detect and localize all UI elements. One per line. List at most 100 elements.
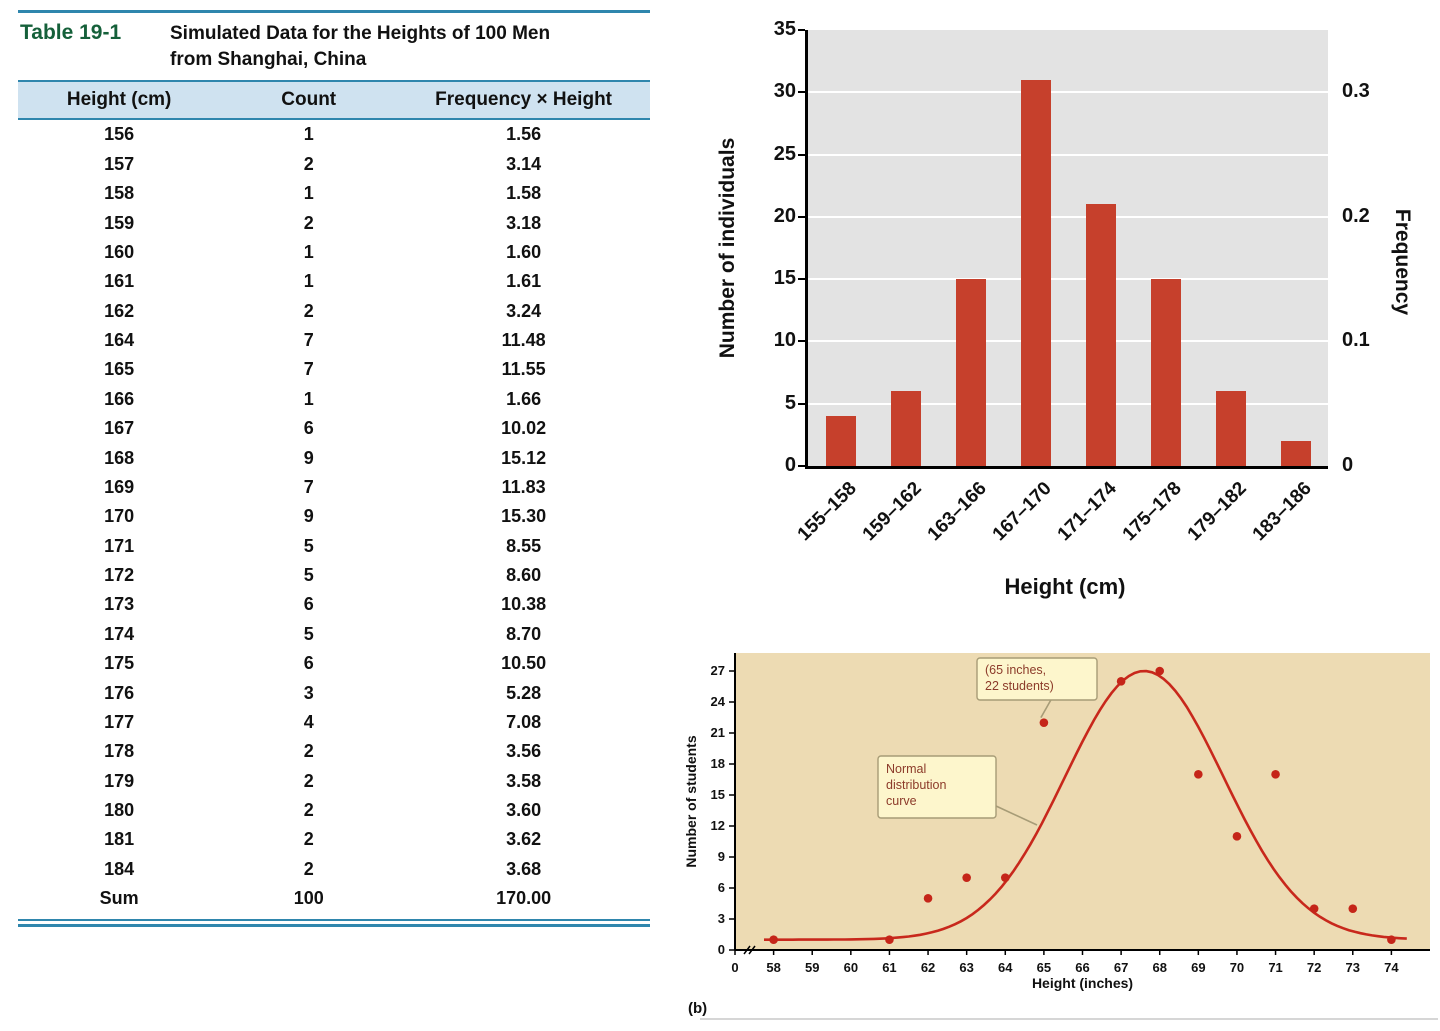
- callout-box-point: [976, 657, 1098, 701]
- y-tick-label: 0: [718, 942, 725, 957]
- y-tick-label: 3: [718, 911, 725, 926]
- scatter-plot-bg: [735, 653, 1430, 950]
- y-tick-right: 0.3: [1342, 80, 1370, 103]
- table-row: 170 9 15.30: [18, 502, 650, 531]
- table-cell: 158: [104, 183, 135, 204]
- height-histogram: Number of individuals Frequency Height (…: [690, 12, 1438, 624]
- x-tick-label: 0: [731, 960, 738, 975]
- callout-text: curve: [886, 794, 917, 808]
- callout-box-curve: [877, 755, 997, 819]
- y-tickmark: [798, 215, 805, 218]
- gridline: [808, 91, 1328, 94]
- table-cell: Sum: [99, 888, 139, 909]
- height-data-table: Table 19-1 Simulated Data for the Height…: [18, 10, 650, 928]
- table-cell: 3.60: [506, 800, 542, 821]
- table-cell: 6: [303, 418, 314, 439]
- table-cell: 160: [104, 241, 135, 262]
- table-row: 168 9 15.12: [18, 443, 650, 472]
- data-point-64-7: [1000, 873, 1010, 882]
- x-tick-label: 179–182: [1183, 478, 1251, 546]
- table-cell: 3.24: [506, 300, 542, 321]
- table-cell: 15.12: [501, 447, 547, 468]
- table-sum-row: Sum 100 170.00: [18, 884, 650, 913]
- data-point-67-26: [1116, 677, 1126, 686]
- table-row: 178 2 3.56: [18, 737, 650, 766]
- table-row: 165 7 11.55: [18, 355, 650, 384]
- table-cell: 171: [104, 535, 135, 556]
- callout-text: 22 students): [985, 679, 1054, 693]
- x-tick-label: 167–170: [988, 478, 1056, 546]
- callout-text: (65 inches,: [985, 663, 1046, 677]
- table-cell: 177: [104, 711, 135, 732]
- x-tick-label: 58: [766, 960, 780, 975]
- table-row: 176 3 5.28: [18, 678, 650, 707]
- table-cell: 2: [303, 300, 314, 321]
- table-cell: 164: [104, 330, 135, 351]
- table-cell: 6: [303, 594, 314, 615]
- table-cell: 3: [303, 682, 314, 703]
- table-cell: 170: [104, 506, 135, 527]
- y-tick-left: 30: [773, 80, 796, 103]
- table-row: 184 2 3.68: [18, 855, 650, 884]
- y-tick-label: 15: [711, 787, 725, 802]
- bar-167–170: [1020, 79, 1051, 466]
- table-row: 173 6 10.38: [18, 590, 650, 619]
- table-row: 161 1 1.61: [18, 267, 650, 296]
- data-point-74-1: [1387, 935, 1396, 944]
- x-tick-label: 66: [1075, 960, 1089, 975]
- x-tick-label: 175–178: [1118, 478, 1186, 546]
- table-cell: 169: [104, 476, 135, 497]
- x-tick-label: 183–186: [1248, 478, 1316, 546]
- table-row: 166 1 1.66: [18, 385, 650, 414]
- table-cell: 167: [104, 418, 135, 439]
- histogram-plot-area: [805, 30, 1328, 469]
- table-cell: 6: [303, 653, 314, 674]
- table-row: 177 4 7.08: [18, 708, 650, 737]
- data-point-63-7: [962, 873, 971, 882]
- table-cell: 10.02: [501, 418, 547, 439]
- x-tick-label: 68: [1152, 960, 1166, 975]
- bar-163–166: [955, 279, 986, 466]
- table-cell: 175: [104, 653, 135, 674]
- table-top-rule: [18, 10, 650, 13]
- data-point-61-1: [885, 935, 894, 944]
- table-cell: 9: [303, 506, 314, 527]
- table-cell: 3.68: [506, 858, 542, 879]
- height-scatter-figure: 0 58 59 60 61 62 63 64 65 66 67 68 69 70 71 72 73 74 0 3 6 9 1…: [680, 638, 1440, 1031]
- table-cell: 1: [303, 183, 314, 204]
- y-tick-left: 20: [773, 204, 796, 227]
- gridline: [808, 278, 1328, 281]
- table-cell: 100: [293, 888, 324, 909]
- data-point-58-1: [769, 935, 778, 944]
- table-cell: 11.55: [501, 359, 546, 380]
- y-tick-left: 0: [784, 454, 796, 476]
- y-tick-label: 21: [711, 725, 725, 740]
- x-tick-label: 72: [1307, 960, 1321, 975]
- table-cell: 8.70: [506, 623, 542, 644]
- table-cell: 172: [104, 565, 135, 586]
- x-tick-label: 163–166: [923, 478, 991, 546]
- x-tick-label: 60: [844, 960, 858, 975]
- table-cell: 1: [303, 271, 314, 292]
- gridline: [808, 215, 1328, 218]
- y-tick-label: 27: [711, 663, 725, 678]
- y-tick-label: 18: [711, 756, 725, 771]
- table-cell: 2: [303, 212, 314, 233]
- table-cell: 11.83: [501, 476, 546, 497]
- table-title: Simulated Data for the Heights of 100 Me…: [170, 21, 550, 72]
- data-point-68-27: [1155, 666, 1165, 676]
- table-cell: 2: [303, 741, 314, 762]
- table-cell: 176: [104, 682, 135, 703]
- table-cell: 1.60: [506, 241, 542, 262]
- table-row: 174 5 8.70: [18, 620, 650, 649]
- table-cell: 1.58: [506, 183, 542, 204]
- x-tick-label: 71: [1268, 960, 1282, 975]
- y-tick-left: 10: [773, 329, 796, 352]
- figure-caption-b: (b): [688, 1000, 708, 1017]
- table-cell: 179: [104, 770, 135, 791]
- x-tick-label: 64: [998, 960, 1013, 975]
- table-cell: 2: [303, 829, 314, 850]
- table-cell: 10.50: [501, 653, 547, 674]
- table-cell: 181: [104, 829, 135, 850]
